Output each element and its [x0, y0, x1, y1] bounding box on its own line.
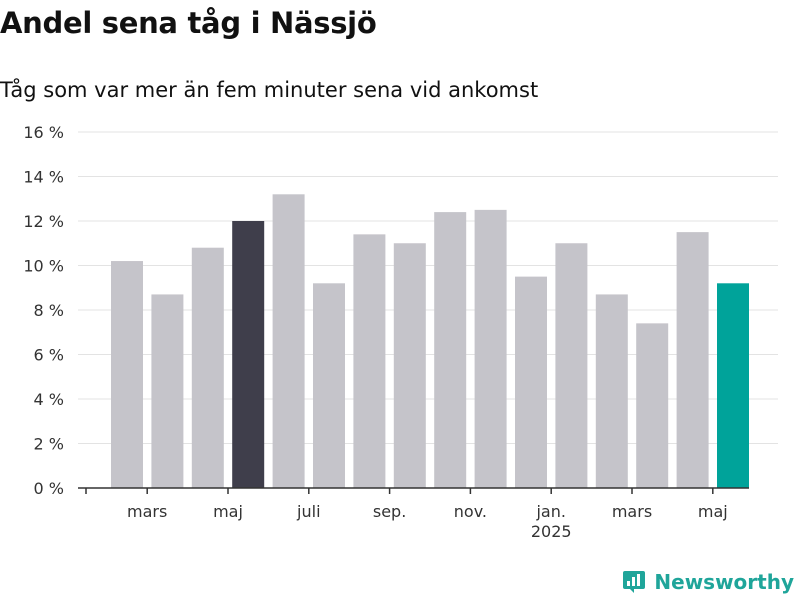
- bar: [151, 294, 184, 488]
- bar: [717, 283, 749, 488]
- bar: [272, 194, 305, 489]
- y-tick-label: 0 %: [34, 479, 64, 498]
- brand-name: Newsworthy: [654, 570, 794, 594]
- bar: [393, 243, 426, 488]
- x-tick-label: nov.: [454, 502, 487, 521]
- y-tick-label: 14 %: [23, 168, 64, 187]
- brand: Newsworthy: [622, 570, 794, 594]
- bar: [515, 276, 547, 488]
- y-tick-label: 16 %: [23, 123, 64, 142]
- y-tick-label: 8 %: [34, 301, 64, 320]
- bar: [676, 232, 709, 488]
- bar: [555, 243, 588, 488]
- bar: [474, 209, 507, 488]
- y-tick-label: 2 %: [34, 435, 64, 454]
- bar: [191, 247, 224, 488]
- chart-subtitle: Tåg som var mer än fem minuter sena vid …: [0, 78, 539, 102]
- chart-title: Andel sena tåg i Nässjö: [0, 6, 377, 40]
- y-tick-label: 10 %: [23, 257, 64, 276]
- x-tick-sublabel: 2025: [531, 522, 572, 541]
- bar: [232, 221, 265, 488]
- y-tick-label: 4 %: [34, 390, 64, 409]
- x-tick-label: mars: [127, 502, 167, 521]
- bar: [434, 212, 467, 488]
- x-tick-label: maj: [213, 502, 243, 521]
- x-tick-label: juli: [296, 502, 320, 521]
- bar: [313, 283, 345, 488]
- x-tick-label: mars: [612, 502, 652, 521]
- bar: [636, 323, 669, 488]
- y-tick-label: 6 %: [34, 346, 64, 365]
- bar: [595, 294, 628, 488]
- newsworthy-logo-icon: [623, 571, 646, 593]
- bar: [353, 234, 386, 488]
- y-tick-label: 12 %: [23, 212, 64, 231]
- bar: [111, 261, 143, 488]
- x-tick-label: jan.: [535, 502, 565, 521]
- x-tick-label: maj: [698, 502, 728, 521]
- x-tick-label: sep.: [373, 502, 406, 521]
